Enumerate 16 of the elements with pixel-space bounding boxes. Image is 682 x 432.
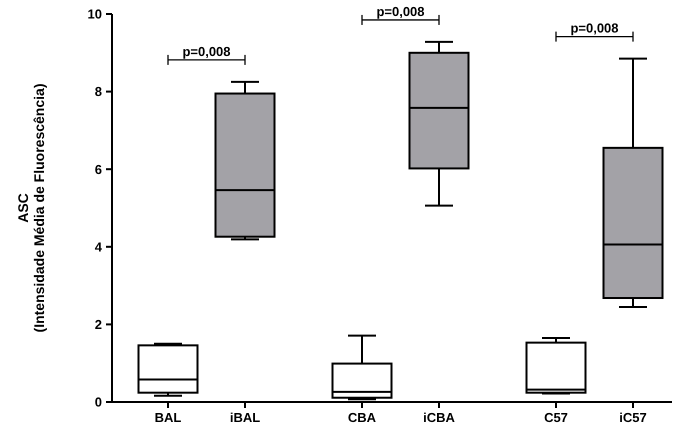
annotation: p=0,008 (570, 20, 619, 36)
x-tick-label: BAL (154, 410, 182, 425)
y-tick-label: 2 (94, 316, 102, 332)
y-axis-title: ASC (Intensidade Média de Fluorescência) (15, 84, 48, 332)
x-tick-label: C57 (544, 410, 568, 425)
x-tick-label: CBA (348, 410, 377, 425)
x-tick-label: iCBA (423, 410, 456, 425)
y-tick-label: 8 (94, 84, 102, 100)
x-tick-label: iBAL (230, 410, 260, 425)
y-tick-label: 10 (88, 6, 102, 22)
x-tick-label: iC57 (619, 410, 647, 425)
y-tick-label: 0 (94, 394, 102, 410)
annotation: p=0,008 (182, 44, 231, 59)
y-tick-label: 6 (94, 162, 102, 177)
annotation: p=0,008 (376, 4, 425, 19)
y-tick-label: 4 (94, 239, 103, 254)
